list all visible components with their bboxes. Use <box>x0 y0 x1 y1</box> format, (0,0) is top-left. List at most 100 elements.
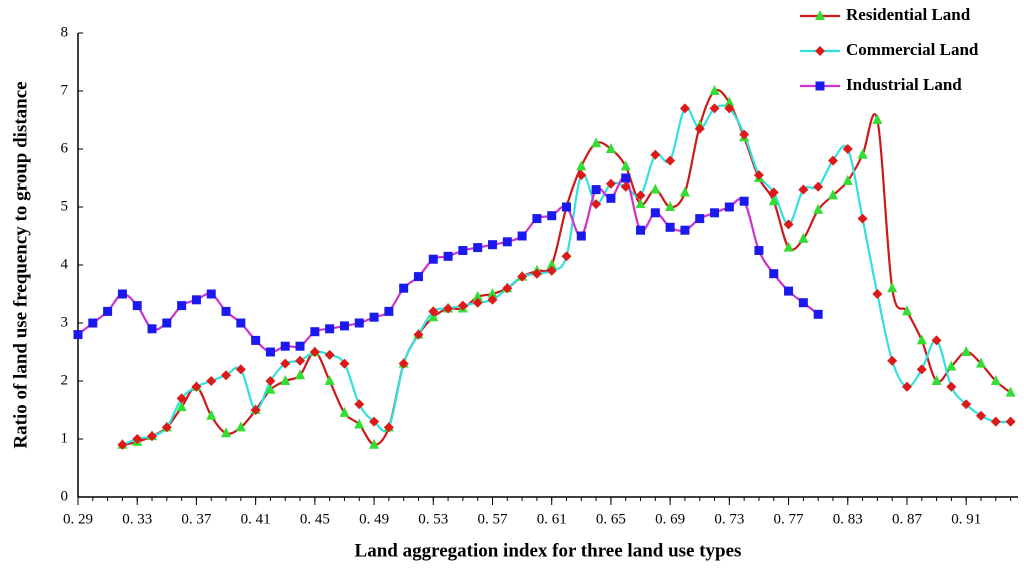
series-line <box>122 88 1012 446</box>
marker-diamond <box>502 283 513 294</box>
marker-square <box>547 211 557 221</box>
marker-triangle <box>546 259 557 269</box>
marker-triangle <box>206 409 217 420</box>
marker-diamond <box>798 184 809 195</box>
marker-diamond <box>605 178 616 189</box>
x-tick-label: 0. 65 <box>596 511 626 527</box>
marker-diamond <box>650 149 661 160</box>
marker-triangle <box>872 114 883 124</box>
marker-diamond <box>561 251 572 262</box>
marker-triangle <box>990 375 1001 385</box>
marker-square <box>443 251 453 261</box>
marker-diamond <box>517 271 528 282</box>
marker-triangle <box>1005 386 1016 397</box>
marker-diamond <box>117 439 128 450</box>
marker-triangle <box>635 198 646 209</box>
marker-diamond <box>827 155 838 166</box>
marker-square <box>177 301 187 311</box>
x-tick-label: 0. 83 <box>833 511 863 527</box>
marker-square <box>621 173 631 183</box>
marker-diamond <box>857 213 868 224</box>
marker-square <box>562 202 572 212</box>
marker-diamond <box>472 297 483 308</box>
marker-diamond <box>842 144 853 154</box>
marker-square <box>310 327 320 337</box>
marker-square <box>739 196 749 206</box>
marker-square <box>191 295 201 305</box>
marker-square <box>325 324 335 334</box>
marker-square <box>206 289 216 299</box>
marker-triangle <box>354 418 365 429</box>
marker-square <box>132 301 142 311</box>
marker-diamond <box>413 329 424 340</box>
marker-square <box>428 254 438 264</box>
marker-square <box>73 330 83 340</box>
marker-square <box>680 225 690 235</box>
marker-square <box>591 185 601 195</box>
x-tick-label: 0. 77 <box>774 511 805 527</box>
marker-diamond <box>132 434 143 444</box>
marker-diamond <box>665 155 676 166</box>
marker-diamond <box>990 416 1001 427</box>
x-tick-label: 0. 69 <box>655 511 685 527</box>
marker-square <box>710 208 720 218</box>
marker-diamond <box>739 129 750 140</box>
marker-triangle <box>679 186 690 197</box>
marker-diamond <box>354 399 365 410</box>
marker-square <box>280 341 290 351</box>
marker-diamond <box>280 358 291 369</box>
x-tick-label: 0. 45 <box>300 511 330 527</box>
marker-triangle <box>724 96 735 107</box>
marker-diamond <box>161 422 172 433</box>
marker-diamond <box>309 347 320 357</box>
marker-diamond <box>620 181 631 192</box>
marker-triangle <box>472 290 483 301</box>
marker-square <box>339 321 349 331</box>
marker-square <box>384 306 394 316</box>
legend-marker <box>815 10 825 20</box>
y-tick-label: 7 <box>61 82 69 98</box>
marker-triangle <box>576 160 587 171</box>
marker-triangle <box>620 160 631 171</box>
marker-diamond <box>398 358 409 369</box>
marker-square <box>502 237 512 247</box>
marker-diamond <box>383 422 394 433</box>
marker-diamond <box>147 431 158 442</box>
marker-triangle <box>827 189 838 200</box>
marker-triangle <box>221 427 232 438</box>
marker-diamond <box>916 364 927 375</box>
marker-diamond <box>887 355 898 366</box>
marker-square <box>636 225 646 235</box>
y-tick-label: 1 <box>61 430 69 446</box>
marker-square <box>769 269 779 279</box>
marker-diamond <box>1005 416 1016 427</box>
marker-triangle <box>487 288 498 298</box>
legend-marker <box>815 81 825 91</box>
marker-square <box>354 318 364 328</box>
marker-triangle <box>931 375 942 385</box>
marker-diamond <box>250 405 261 415</box>
marker-diamond <box>975 410 986 421</box>
marker-square <box>473 243 483 253</box>
x-tick-label: 0. 53 <box>418 511 448 527</box>
marker-diamond <box>457 300 468 311</box>
marker-square <box>784 286 794 296</box>
marker-triangle <box>842 174 853 185</box>
marker-triangle <box>605 143 616 153</box>
marker-diamond <box>206 376 217 386</box>
marker-square <box>162 318 172 328</box>
x-tick-label: 0. 73 <box>714 511 744 527</box>
marker-diamond <box>709 103 720 114</box>
marker-triangle <box>798 232 809 243</box>
marker-diamond <box>768 187 779 198</box>
marker-diamond <box>679 103 690 114</box>
marker-square <box>147 324 157 334</box>
marker-diamond <box>265 376 276 386</box>
marker-square <box>665 222 675 232</box>
marker-diamond <box>324 349 335 360</box>
marker-square <box>236 318 246 328</box>
marker-square <box>517 231 527 241</box>
marker-diamond <box>531 268 542 279</box>
marker-diamond <box>428 306 439 317</box>
y-tick-label: 8 <box>61 24 69 40</box>
